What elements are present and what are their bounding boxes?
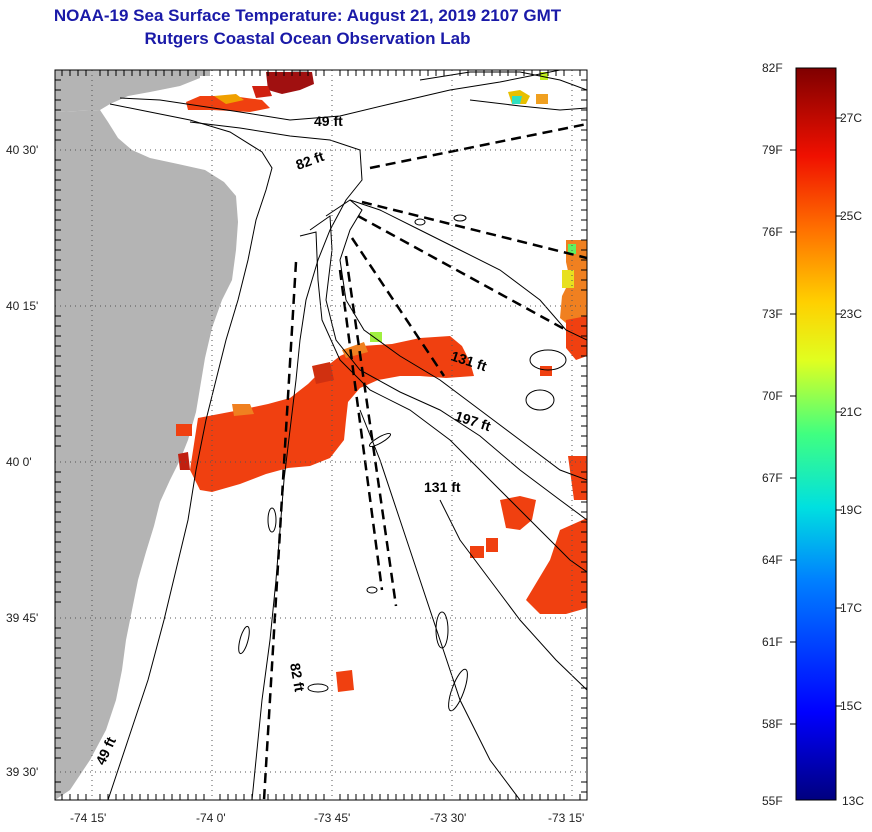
lat-label: 39 30' <box>6 765 38 779</box>
map-subtitle: Rutgers Coastal Ocean Observation Lab <box>144 29 471 48</box>
frame-ticks <box>55 70 587 800</box>
colorbar-f-label: 70F <box>762 389 783 403</box>
colorbar-ticks <box>790 117 842 725</box>
land-patch <box>196 70 210 76</box>
lon-label: -73 15' <box>548 811 584 825</box>
depth-label-82ft-south: 82 ft <box>287 662 308 693</box>
depth-label-49ft-north: 49 ft <box>314 113 343 129</box>
colorbar <box>795 67 837 801</box>
colorbar-f-label: 82F <box>762 61 783 75</box>
map-frame <box>54 69 588 801</box>
lat-label: 40 0' <box>6 455 32 469</box>
depth-label-131ft-south: 131 ft <box>424 479 461 495</box>
sst-patches <box>176 72 587 692</box>
lon-label: -73 45' <box>314 811 350 825</box>
colorbar-f-label: 73F <box>762 307 783 321</box>
lat-label: 39 45' <box>6 611 38 625</box>
lat-label: 40 15' <box>6 299 38 313</box>
colorbar-c-label: 13C <box>842 794 864 808</box>
lon-label: -74 15' <box>70 811 106 825</box>
graticule <box>55 70 587 800</box>
contour-rings <box>238 214 567 712</box>
colorbar-c-label: 27C <box>840 111 862 125</box>
dashed-transects <box>262 122 587 800</box>
colorbar-f-label: 67F <box>762 471 783 485</box>
colorbar-f-label: 58F <box>762 717 783 731</box>
lon-label: -73 30' <box>430 811 466 825</box>
colorbar-f-label: 79F <box>762 143 783 157</box>
colorbar-c-label: 15C <box>840 699 862 713</box>
colorbar-c-label: 23C <box>840 307 862 321</box>
colorbar-f-label: 61F <box>762 635 783 649</box>
colorbar-f-label: 64F <box>762 553 783 567</box>
land-new-jersey <box>55 110 238 800</box>
depth-contours <box>107 70 587 800</box>
lat-label: 40 30' <box>6 143 38 157</box>
colorbar-c-label: 19C <box>840 503 862 517</box>
land-long-island <box>55 70 200 112</box>
colorbar-c-label: 17C <box>840 601 862 615</box>
map-title: NOAA-19 Sea Surface Temperature: August … <box>53 6 562 25</box>
lon-label: -74 0' <box>196 811 226 825</box>
colorbar-c-label: 21C <box>840 405 862 419</box>
colorbar-f-label: 55F <box>762 794 783 808</box>
colorbar-c-label: 25C <box>840 209 862 223</box>
colorbar-f-label: 76F <box>762 225 783 239</box>
